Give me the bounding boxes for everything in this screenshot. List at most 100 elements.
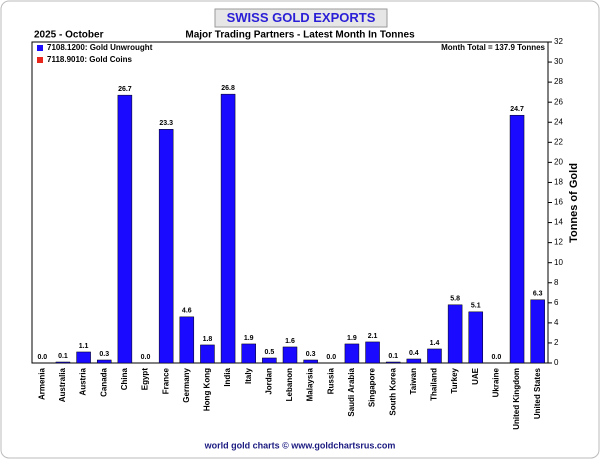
value-label: 0.0 <box>37 354 47 361</box>
bar <box>117 94 133 364</box>
x-tick-label: Saudi Arabia <box>347 367 356 416</box>
y-tick-label: 8 <box>554 278 559 287</box>
x-tick-label: Hong Kong <box>203 368 212 411</box>
value-label: 1.9 <box>244 335 254 342</box>
bar <box>385 361 401 364</box>
value-label: 0.4 <box>409 350 419 357</box>
x-tick-label: Lebanon <box>285 368 294 401</box>
x-tick-label: China <box>120 367 129 390</box>
y-axis-label: Tonnes of Gold <box>568 163 580 243</box>
bar <box>303 359 318 364</box>
y-tick-label: 6 <box>554 298 559 307</box>
value-label: 5.8 <box>450 296 460 303</box>
y-tick-label: 16 <box>554 198 563 207</box>
x-tick-label: Jordan <box>264 368 273 395</box>
x-tick-label: Taiwan <box>409 368 418 395</box>
x-tick-label: Australia <box>58 367 67 402</box>
period: 2025 - October <box>34 30 104 41</box>
bar <box>427 348 442 364</box>
x-tick-label: United Kingdom <box>512 368 521 430</box>
bar <box>55 361 71 364</box>
bar <box>179 316 195 364</box>
value-label: 1.6 <box>285 338 295 345</box>
value-label: 0.5 <box>264 349 274 356</box>
bar <box>447 304 463 364</box>
y-tick-label: 4 <box>554 318 559 327</box>
value-label: 5.1 <box>471 303 481 310</box>
x-tick-label: South Korea <box>388 367 397 415</box>
x-tick-label: Malaysia <box>306 367 315 401</box>
x-tick-label: United States <box>533 367 542 419</box>
value-label: 1.9 <box>347 335 357 342</box>
x-tick-label: UAE <box>471 367 480 385</box>
x-tick-label: Canada <box>99 367 108 396</box>
x-tick-label: Russia <box>326 367 335 394</box>
bar <box>530 299 545 364</box>
x-tick-label: Thailand <box>430 368 439 401</box>
value-label: 0.0 <box>326 354 336 361</box>
y-tick-label: 32 <box>554 37 563 46</box>
bar <box>344 343 360 364</box>
bar <box>406 358 422 364</box>
y-tick-label: 10 <box>554 258 563 267</box>
y-tick-label: 22 <box>554 137 563 146</box>
bar <box>200 344 215 364</box>
bar <box>262 357 277 364</box>
bar <box>282 346 298 364</box>
y-tick-label: 18 <box>554 178 563 187</box>
value-label: 26.8 <box>221 85 235 92</box>
bar <box>365 341 380 364</box>
x-tick-label: Germany <box>182 367 191 402</box>
y-tick-label: 28 <box>554 77 563 86</box>
annotation: Month Total = 137.9 Tonnes <box>441 43 545 52</box>
legend-label: 7108.1200: Gold Unwrought <box>47 43 153 52</box>
x-tick-label: France <box>161 367 170 394</box>
subtitle: Major Trading Partners - Latest Month In… <box>185 30 415 41</box>
y-tick-label: 12 <box>554 238 563 247</box>
x-tick-label: Italy <box>244 367 253 384</box>
value-label: 0.3 <box>306 351 316 358</box>
value-label: 2.1 <box>368 333 378 340</box>
x-tick-label: Armenia <box>37 367 46 400</box>
value-label: 0.1 <box>388 353 398 360</box>
legend-label: 7118.9010: Gold Coins <box>47 55 132 64</box>
value-label: 1.8 <box>203 336 213 343</box>
bar <box>468 311 484 364</box>
y-tick-label: 0 <box>554 358 559 367</box>
value-label: 26.7 <box>118 86 132 93</box>
x-tick-label: India <box>223 367 232 386</box>
chart-title: SWISS GOLD EXPORTS <box>227 10 376 25</box>
bar <box>241 343 256 364</box>
value-label: 0.1 <box>58 353 68 360</box>
y-tick-label: 2 <box>554 338 559 347</box>
value-label: 0.0 <box>141 354 151 361</box>
bar <box>96 359 112 364</box>
legend-swatch <box>37 45 43 51</box>
value-label: 4.6 <box>182 308 192 315</box>
footer: world gold charts © www.goldchartsrus.co… <box>204 440 396 450</box>
x-tick-label: Austria <box>79 367 88 395</box>
value-label: 24.7 <box>510 106 524 113</box>
x-tick-label: Turkey <box>450 367 459 393</box>
y-tick-label: 24 <box>554 117 563 126</box>
value-label: 6.3 <box>533 291 543 298</box>
bar <box>509 114 525 364</box>
value-label: 0.0 <box>492 354 502 361</box>
x-tick-label: Ukraine <box>492 367 501 397</box>
bar <box>76 351 91 364</box>
bar <box>220 93 236 364</box>
y-tick-label: 26 <box>554 97 563 106</box>
y-tick-label: 30 <box>554 57 563 66</box>
value-label: 1.1 <box>79 343 89 350</box>
y-tick-label: 20 <box>554 157 563 166</box>
value-label: 1.4 <box>430 340 440 347</box>
legend-swatch <box>37 57 43 63</box>
x-tick-label: Singapore <box>368 367 377 407</box>
x-tick-label: Egypt <box>141 368 150 391</box>
y-tick-label: 14 <box>554 218 563 227</box>
title-box <box>214 8 388 28</box>
value-label: 0.3 <box>99 351 109 358</box>
bar <box>158 129 174 364</box>
value-label: 23.3 <box>159 120 173 127</box>
